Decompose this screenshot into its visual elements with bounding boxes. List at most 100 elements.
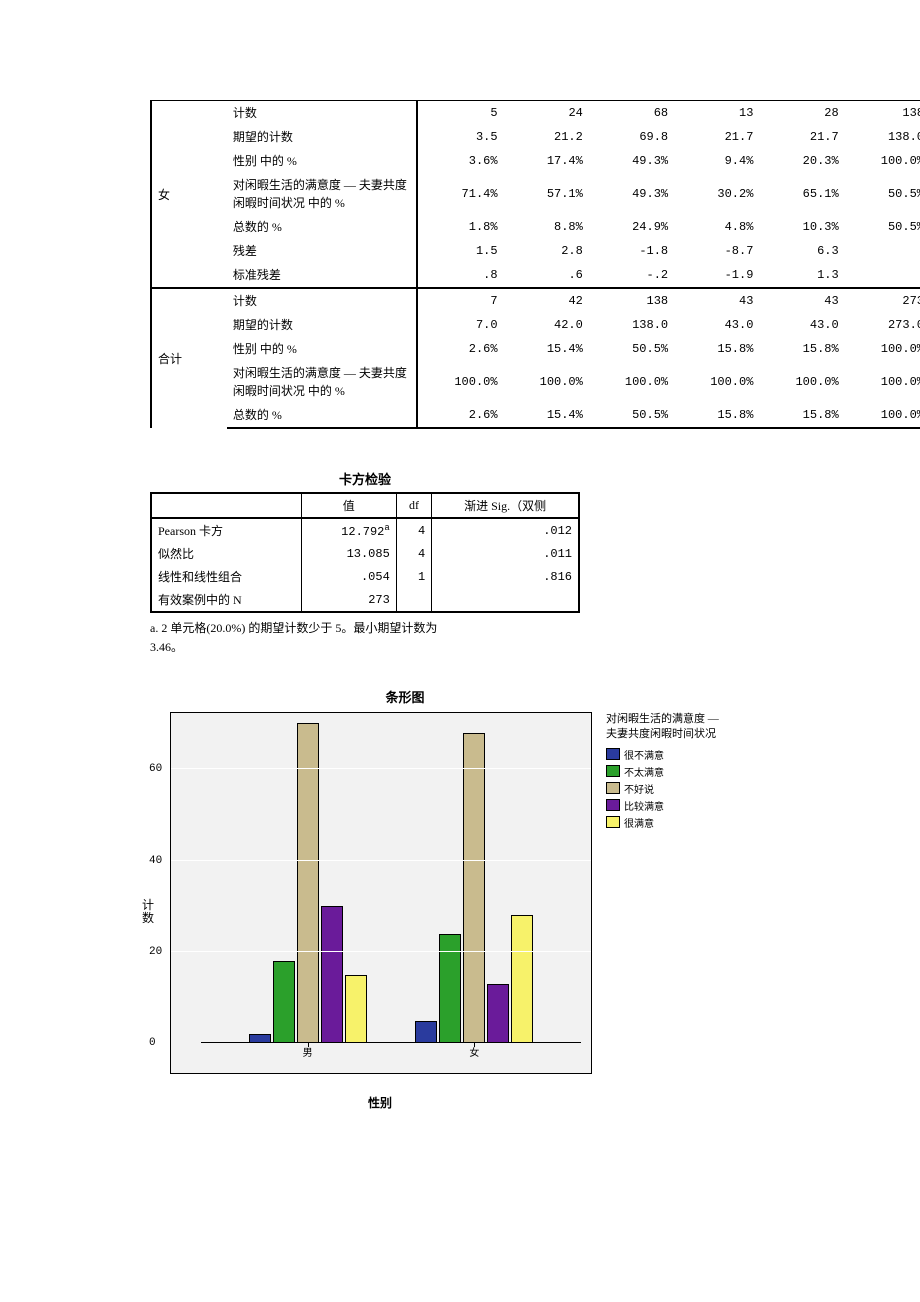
crosstab-group-label: 女 xyxy=(151,101,227,289)
crosstab-cell: 42 xyxy=(504,288,589,313)
chi-square-table: 值df渐进 Sig.（双侧Pearson 卡方12.792a4.012似然比13… xyxy=(150,492,580,613)
crosstab-cell: 2.6% xyxy=(417,403,503,428)
bar xyxy=(345,975,367,1044)
crosstab-cell: 3.5 xyxy=(417,125,503,149)
crosstab-cell: 1.5 xyxy=(417,239,503,263)
crosstab-cell: 15.8% xyxy=(759,337,844,361)
chisq-header: df xyxy=(396,493,431,518)
crosstab-cell: -1.9 xyxy=(674,263,759,288)
crosstab-cell: 273 xyxy=(845,288,920,313)
bar-chart-title: 条形图 xyxy=(170,687,640,706)
crosstab-cell: 3.6% xyxy=(417,149,503,173)
crosstab-cell: 68 xyxy=(589,101,674,126)
crosstab-cell: -.2 xyxy=(589,263,674,288)
crosstab-cell: 24.9% xyxy=(589,215,674,239)
chisq-row-label: Pearson 卡方 xyxy=(151,518,301,542)
chisq-value: .054 xyxy=(301,565,396,588)
legend-swatch xyxy=(606,782,620,794)
chisq-df: 1 xyxy=(396,565,431,588)
crosstab-cell: 21.7 xyxy=(759,125,844,149)
crosstab-cell: 43.0 xyxy=(759,313,844,337)
chisq-header xyxy=(151,493,301,518)
legend-item: 不太满意 xyxy=(606,764,719,779)
crosstab-cell: 100.0% xyxy=(845,361,920,403)
chart-ytick: 20 xyxy=(149,946,162,958)
bar-chart-section: 条形图 男女 0204060 计数 性别 对闲暇生活的满意度 —夫妻共度闲暇时间… xyxy=(170,687,900,1111)
crosstab-cell: 5 xyxy=(417,101,503,126)
chisq-header: 渐进 Sig.（双侧 xyxy=(432,493,579,518)
chart-gridline xyxy=(171,768,591,769)
chisq-df: 4 xyxy=(396,542,431,565)
chisq-df: 4 xyxy=(396,518,431,542)
crosstab-cell: -8.7 xyxy=(674,239,759,263)
legend-label: 比较满意 xyxy=(624,798,664,813)
crosstab-cell: 21.2 xyxy=(504,125,589,149)
chi-square-title: 卡方检验 xyxy=(150,469,580,488)
crosstab-cell: 24 xyxy=(504,101,589,126)
chisq-sig: .011 xyxy=(432,542,579,565)
crosstab-row-label: 标准残差 xyxy=(227,263,417,288)
crosstab-cell: 8.8% xyxy=(504,215,589,239)
chi-square-footnote: a. 2 单元格(20.0%) 的期望计数少于 5。最小期望计数为 3.46。 xyxy=(150,619,580,657)
bar xyxy=(249,1034,271,1043)
chart-ytick: 0 xyxy=(149,1037,156,1049)
chart-xlabel: 性别 xyxy=(170,1094,590,1111)
chisq-row-label: 有效案例中的 N xyxy=(151,588,301,612)
legend-label: 很不满意 xyxy=(624,747,664,762)
chart-gridline xyxy=(171,951,591,952)
crosstab-cell: 4.8% xyxy=(674,215,759,239)
bar-group xyxy=(248,723,368,1043)
crosstab-cell: 49.3% xyxy=(589,173,674,215)
crosstab-cell: 15.4% xyxy=(504,403,589,428)
legend-label: 很满意 xyxy=(624,815,654,830)
crosstab-row-label: 对闲暇生活的满意度 — 夫妻共度闲暇时间状况 中的 % xyxy=(227,173,417,215)
crosstab-group-label: 合计 xyxy=(151,288,227,428)
crosstab-row-label: 性别 中的 % xyxy=(227,337,417,361)
crosstab-cell: 43 xyxy=(674,288,759,313)
crosstab-row-label: 计数 xyxy=(227,101,417,126)
crosstab-cell: 30.2% xyxy=(674,173,759,215)
crosstab-cell: .8 xyxy=(417,263,503,288)
crosstab-cell: 138 xyxy=(845,101,920,126)
legend-item: 很满意 xyxy=(606,815,719,830)
crosstab-cell: 6.3 xyxy=(759,239,844,263)
chisq-sig: .012 xyxy=(432,518,579,542)
legend-title: 对闲暇生活的满意度 —夫妻共度闲暇时间状况 xyxy=(606,712,719,741)
crosstab-cell: 7.0 xyxy=(417,313,503,337)
crosstab-cell: 100.0% xyxy=(759,361,844,403)
chisq-sig: .816 xyxy=(432,565,579,588)
crosstab-cell: 100.0% xyxy=(589,361,674,403)
crosstab-cell: 100.0% xyxy=(417,361,503,403)
chisq-sig xyxy=(432,588,579,612)
crosstab-cell: 273.0 xyxy=(845,313,920,337)
crosstab-cell: 50.5% xyxy=(589,337,674,361)
crosstab-cell: 28 xyxy=(759,101,844,126)
chisq-value: 13.085 xyxy=(301,542,396,565)
crosstab-cell: 100.0% xyxy=(504,361,589,403)
crosstab-cell: 1.3 xyxy=(759,263,844,288)
legend-swatch xyxy=(606,799,620,811)
crosstab-cell: -1.8 xyxy=(589,239,674,263)
bar-chart-plot: 男女 0204060 xyxy=(170,712,592,1074)
crosstab-cell: 17.4% xyxy=(504,149,589,173)
chart-ytick: 40 xyxy=(149,855,162,867)
crosstab-row-label: 性别 中的 % xyxy=(227,149,417,173)
crosstab-cell: 15.8% xyxy=(674,403,759,428)
chisq-row-label: 似然比 xyxy=(151,542,301,565)
crosstab-cell: 138 xyxy=(589,288,674,313)
crosstab-cell: 21.7 xyxy=(674,125,759,149)
legend-swatch xyxy=(606,748,620,760)
crosstab-row-label: 总数的 % xyxy=(227,215,417,239)
crosstab-cell: 71.4% xyxy=(417,173,503,215)
crosstab-cell: 10.3% xyxy=(759,215,844,239)
bar xyxy=(273,961,295,1043)
legend-label: 不好说 xyxy=(624,781,654,796)
crosstab-cell: 15.8% xyxy=(674,337,759,361)
legend-item: 很不满意 xyxy=(606,747,719,762)
crosstab-cell: 15.4% xyxy=(504,337,589,361)
crosstab-cell: 43.0 xyxy=(674,313,759,337)
chisq-value: 12.792a xyxy=(301,518,396,542)
chart-legend: 对闲暇生活的满意度 —夫妻共度闲暇时间状况 很不满意不太满意不好说比较满意很满意 xyxy=(606,712,719,832)
bar-group xyxy=(414,733,534,1044)
crosstab-row-label: 期望的计数 xyxy=(227,125,417,149)
